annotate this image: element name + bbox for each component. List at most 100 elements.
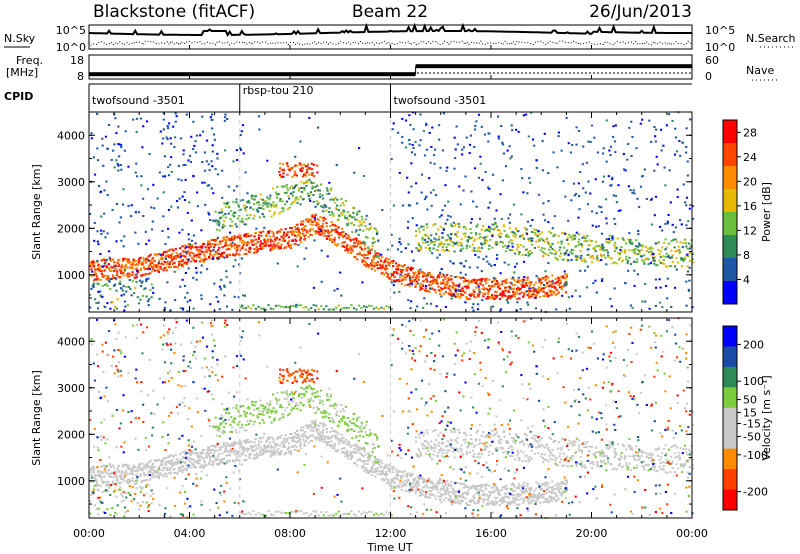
power-cell	[473, 278, 476, 281]
power-cell	[626, 262, 629, 265]
velocity-cell	[202, 466, 205, 469]
power-cell	[326, 229, 329, 232]
power-cell	[575, 126, 578, 129]
velocity-cell	[338, 442, 341, 445]
power-cell	[175, 200, 179, 203]
velocity-cell	[245, 448, 248, 450]
power-cell	[142, 125, 145, 128]
power-cell	[147, 239, 151, 242]
power-cell	[536, 288, 540, 291]
power-cell	[327, 234, 330, 237]
power-cell	[447, 200, 450, 203]
power-cell	[108, 280, 111, 283]
power-cell	[454, 157, 457, 160]
power-cell	[277, 304, 280, 307]
power-cell	[146, 300, 149, 303]
velocity-cell	[188, 452, 191, 455]
power-cell	[152, 268, 155, 270]
velocity-cell	[209, 457, 212, 460]
power-cell	[140, 268, 143, 271]
power-cell	[590, 239, 593, 242]
velocity-cell	[421, 481, 425, 484]
velocity-cell	[329, 431, 332, 434]
power-cell	[276, 196, 279, 199]
velocity-cell	[320, 434, 323, 437]
power-cell	[420, 271, 423, 274]
power-cell	[431, 126, 434, 129]
velocity-cell	[307, 426, 310, 429]
power-cell	[147, 264, 150, 267]
velocity-cell	[205, 455, 208, 457]
power-cell	[167, 255, 170, 258]
velocity-cell	[208, 452, 211, 455]
power-cell	[407, 266, 410, 269]
power-cell	[659, 301, 662, 304]
power-cell	[643, 254, 646, 257]
velocity-cell	[416, 482, 419, 485]
power-cell	[104, 274, 107, 277]
power-cell	[512, 291, 515, 294]
power-cell	[601, 245, 604, 248]
power-cell	[548, 248, 551, 251]
power-cell	[653, 169, 656, 172]
power-cell	[673, 246, 676, 249]
power-cell	[341, 234, 344, 237]
power-cell	[219, 242, 222, 245]
power-cell	[360, 215, 363, 218]
power-cell	[100, 270, 104, 273]
power-cell	[194, 246, 197, 249]
power-cell	[656, 263, 659, 266]
velocity-cell	[278, 444, 281, 447]
power-cell	[506, 149, 509, 152]
power-cell	[428, 284, 431, 287]
velocity-cell	[334, 449, 337, 452]
power-cell	[132, 267, 135, 270]
power-cell	[89, 306, 92, 309]
power-cell	[150, 228, 154, 231]
power-cell	[437, 274, 440, 277]
velocity-cell	[210, 445, 213, 448]
power-cell	[331, 240, 334, 243]
power-cell	[159, 130, 162, 133]
power-cell	[380, 253, 383, 256]
power-cell	[217, 249, 220, 252]
velocity-cell	[146, 462, 149, 465]
power-cell	[346, 224, 349, 227]
velocity-cell	[423, 480, 426, 483]
power-cell	[625, 242, 628, 245]
power-cell	[593, 247, 596, 250]
power-cell	[149, 253, 152, 256]
power-cell	[500, 293, 503, 296]
power-cell	[201, 161, 204, 163]
power-cell	[419, 268, 422, 271]
power-cell	[466, 298, 469, 301]
power-cell	[659, 262, 662, 264]
power-cell	[237, 296, 240, 299]
velocity-cell	[430, 482, 433, 484]
power-cell	[333, 241, 336, 243]
velocity-cell	[151, 463, 154, 466]
power-cell	[426, 280, 429, 283]
power-cell	[666, 277, 669, 280]
power-cell	[269, 307, 273, 310]
velocity-cell	[388, 470, 391, 473]
velocity-cell	[418, 494, 422, 497]
velocity-cell	[393, 477, 396, 480]
power-cell	[280, 235, 283, 238]
power-cell	[614, 241, 617, 244]
power-cell	[409, 123, 412, 126]
power-cell	[212, 239, 215, 241]
power-cell	[160, 262, 163, 265]
power-cell	[285, 200, 289, 203]
power-cell	[513, 265, 517, 268]
power-cell	[311, 214, 314, 217]
velocity-cell	[447, 498, 450, 501]
velocity-cell	[305, 435, 308, 438]
power-cell	[295, 231, 298, 233]
power-cell	[509, 249, 512, 252]
power-cell	[674, 226, 677, 229]
velocity-cell	[118, 482, 121, 485]
power-cell	[525, 231, 528, 234]
velocity-cell	[331, 429, 334, 432]
power-cell	[559, 282, 562, 284]
